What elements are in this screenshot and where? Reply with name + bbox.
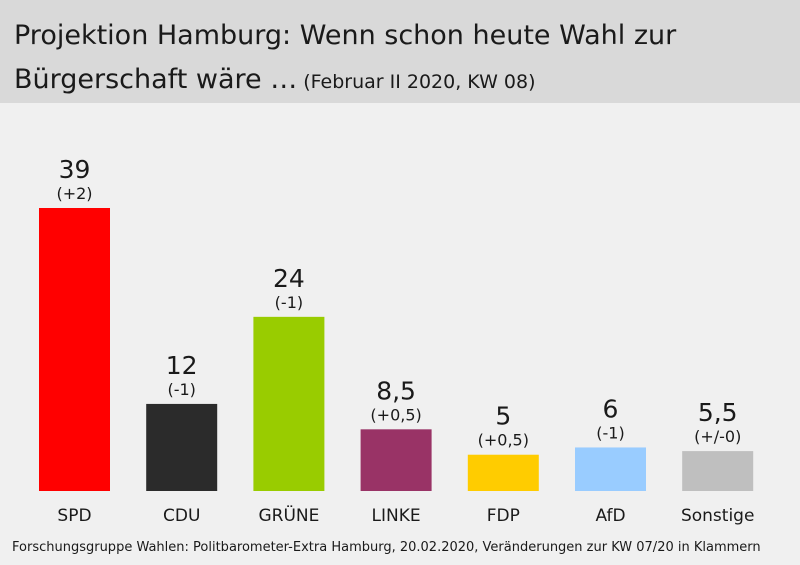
- chart-title-line1: Projektion Hamburg: Wenn schon heute Wah…: [14, 20, 677, 51]
- category-label: CDU: [163, 506, 200, 526]
- change-label: (+0,5): [478, 431, 529, 450]
- bar-grüne: [253, 316, 325, 491]
- bar-linke: [360, 429, 432, 491]
- category-label: Sonstige: [681, 506, 754, 526]
- bar-afd: [575, 447, 646, 491]
- value-label: 24: [273, 264, 305, 293]
- change-label: (+2): [56, 184, 92, 203]
- change-label: (-1): [167, 380, 195, 399]
- category-label: GRÜNE: [258, 504, 319, 526]
- source-footnote: Forschungsgruppe Wahlen: Politbarometer-…: [12, 540, 761, 555]
- bar-cdu: [146, 403, 218, 491]
- change-label: (+0,5): [370, 405, 421, 424]
- bar-chart: 39(+2)SPD12(-1)CDU24(-1)GRÜNE8,5(+0,5)LI…: [39, 155, 754, 526]
- value-label: 8,5: [376, 376, 416, 405]
- chart-title-line2: Bürgerschaft wäre … (Februar II 2020, KW …: [14, 64, 536, 95]
- category-label: LINKE: [372, 506, 421, 526]
- bar-spd: [39, 208, 110, 491]
- category-label: SPD: [57, 506, 91, 526]
- change-label: (-1): [596, 423, 624, 442]
- value-label: 12: [166, 351, 198, 380]
- bar-sonstige: [682, 451, 754, 491]
- chart-subtitle: (Februar II 2020, KW 08): [303, 71, 536, 93]
- value-label: 5: [495, 402, 511, 431]
- bar-fdp: [467, 454, 539, 491]
- value-label: 6: [603, 394, 619, 423]
- value-label: 5,5: [698, 398, 738, 427]
- chart-header: Projektion Hamburg: Wenn schon heute Wah…: [0, 0, 800, 103]
- category-label: AfD: [595, 506, 625, 526]
- change-label: (-1): [275, 293, 303, 312]
- category-label: FDP: [487, 506, 520, 526]
- chart-title-line2-text: Bürgerschaft wäre …: [14, 64, 298, 95]
- value-label: 39: [59, 155, 91, 184]
- change-label: (+/-0): [694, 427, 741, 446]
